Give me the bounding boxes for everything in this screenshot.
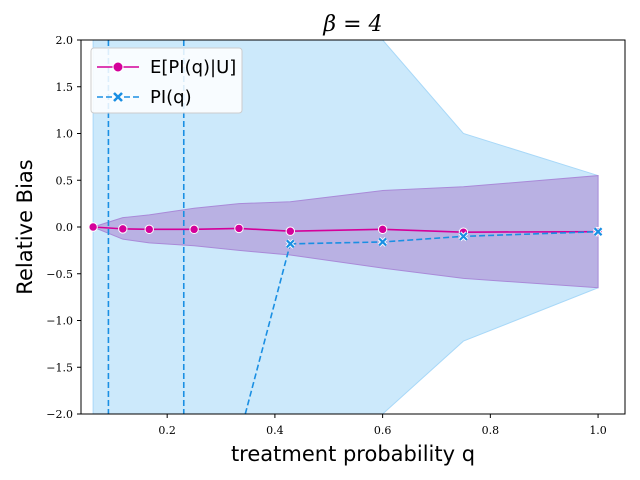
y-tick-label-8: 2.0 [56, 34, 74, 47]
legend-entry-expected: E[PI(q)|U] [97, 57, 236, 78]
legend-marker-pi [112, 91, 124, 103]
x-tick-label-0: 0.2 [158, 424, 176, 437]
x-tick-label-1: 0.4 [266, 424, 284, 437]
legend-entry-pi: PI(q) [97, 87, 192, 108]
x-tick-label-4: 1.0 [589, 424, 607, 437]
y-tick-label-5: 0.5 [56, 174, 74, 187]
chart-title: β = 4 [322, 12, 382, 37]
point-s1-1 [377, 237, 388, 247]
y-tick-label-4: 0.0 [56, 221, 74, 234]
y-tick-label-0: −2.0 [46, 408, 73, 421]
pi-offscale-segment-2 [244, 243, 292, 414]
point-s1-0 [285, 238, 296, 249]
series-line-1 [290, 230, 599, 245]
y-tick-label-1: −1.5 [46, 361, 73, 374]
x-axis-ticks: 0.2 0.4 0.6 0.8 1.0 [158, 414, 607, 437]
point-s0-0 [88, 222, 98, 232]
legend-label-expected: E[PI(q)|U] [150, 57, 236, 78]
point-s0-1 [118, 224, 128, 234]
point-s0-6 [377, 224, 388, 235]
point-s0-2 [144, 224, 154, 235]
point-s1-2 [458, 231, 469, 242]
y-tick-label-6: 1.0 [56, 128, 74, 141]
series-markers [88, 222, 603, 249]
y-axis-title: Relative Bias [13, 159, 37, 294]
point-s1-3 [593, 226, 603, 237]
x-tick-label-2: 0.6 [374, 424, 392, 437]
y-axis-ticks: −2.0 −1.5 −1.0 −0.5 0.0 0.5 1.0 1.5 2.0 [46, 34, 81, 421]
y-tick-label-2: −1.0 [46, 315, 73, 328]
x-axis-title: treatment probability q [231, 442, 475, 466]
point-s0-4 [234, 223, 244, 234]
y-tick-label-3: −0.5 [46, 268, 73, 281]
point-s0-3 [189, 224, 199, 235]
legend: E[PI(q)|U] PI(q) [90, 47, 243, 114]
y-tick-label-7: 1.5 [56, 81, 74, 94]
plot-area [88, 40, 603, 414]
point-s0-5 [285, 226, 296, 236]
x-tick-label-3: 0.8 [482, 424, 500, 437]
legend-label-pi: PI(q) [150, 87, 192, 108]
